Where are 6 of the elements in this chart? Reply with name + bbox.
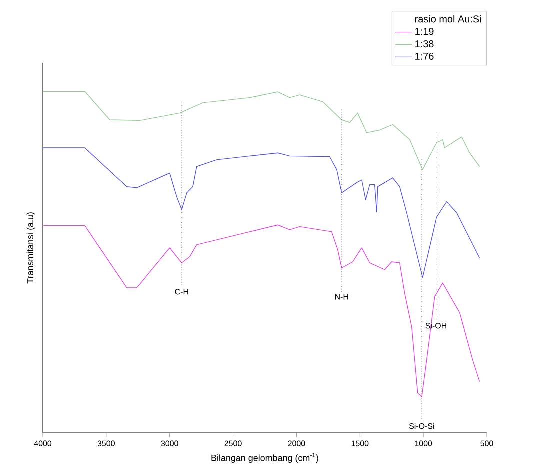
y-axis-title: Transmitansi (a.u) xyxy=(26,212,36,284)
legend-label: 1:38 xyxy=(416,40,434,48)
legend-label: 1:19 xyxy=(416,28,434,36)
legend-title: rasio mol Au:Si xyxy=(415,15,482,23)
legend-label: 1:76 xyxy=(416,52,434,60)
x-axis-title: Bilangan gelombang (cm$^{-1}$) xyxy=(212,453,318,464)
